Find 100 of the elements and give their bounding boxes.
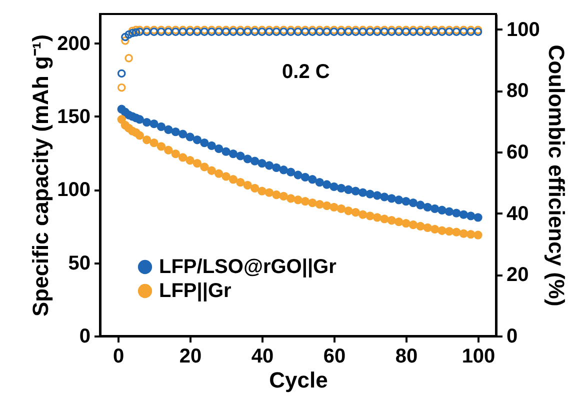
point xyxy=(444,207,454,216)
point xyxy=(459,210,468,219)
y2-tick-label: 0 xyxy=(506,326,518,348)
point xyxy=(358,188,368,197)
point xyxy=(466,212,476,220)
point xyxy=(315,200,324,209)
point xyxy=(264,161,274,170)
point xyxy=(416,222,425,231)
x-tick-label: 60 xyxy=(323,346,346,368)
point xyxy=(394,196,404,204)
point xyxy=(178,130,188,138)
point xyxy=(250,156,260,166)
point xyxy=(192,158,202,168)
point xyxy=(336,204,346,213)
point xyxy=(117,83,126,92)
x-tick-label: 40 xyxy=(251,346,274,368)
point xyxy=(330,202,338,212)
y2-axis-title: Coulombic efficiency (%) xyxy=(544,44,569,306)
y-tick-label: 50 xyxy=(68,252,90,274)
y2-tick-label: 40 xyxy=(506,202,529,225)
point xyxy=(351,208,360,217)
point xyxy=(150,138,158,148)
point xyxy=(474,213,482,222)
point xyxy=(214,144,224,153)
legend-label: LFP/LSO@rGO||Gr xyxy=(159,256,337,278)
point xyxy=(416,200,425,210)
point xyxy=(315,178,324,187)
point xyxy=(444,227,454,236)
point xyxy=(128,28,137,38)
point xyxy=(135,131,144,140)
point xyxy=(286,194,296,203)
y-axis-title: Specific capacity (mAh g⁻¹) xyxy=(28,34,54,317)
point xyxy=(214,169,224,178)
point xyxy=(192,136,202,144)
point xyxy=(366,212,374,220)
point xyxy=(372,213,382,222)
point xyxy=(438,206,446,214)
y-tick-label: 100 xyxy=(57,179,90,202)
point xyxy=(200,162,209,172)
point xyxy=(351,186,360,196)
point xyxy=(423,202,432,212)
point xyxy=(258,186,266,196)
point xyxy=(372,191,382,200)
point xyxy=(272,190,281,200)
point xyxy=(171,128,180,136)
point xyxy=(132,28,140,37)
y2-tick-label: 60 xyxy=(506,142,529,164)
point xyxy=(294,196,302,204)
point xyxy=(142,136,152,144)
annotation: 0.2 C xyxy=(282,60,330,83)
point xyxy=(124,54,133,62)
point xyxy=(322,180,332,189)
point xyxy=(156,122,166,132)
point xyxy=(243,180,252,190)
x-tick-label: 100 xyxy=(462,346,496,368)
point xyxy=(228,149,238,158)
point xyxy=(186,156,194,165)
point xyxy=(336,184,346,192)
point xyxy=(236,152,245,160)
point xyxy=(121,32,130,42)
point xyxy=(222,147,230,156)
point xyxy=(394,218,404,226)
point xyxy=(186,132,194,142)
y2-tick-label: 100 xyxy=(506,18,540,41)
point xyxy=(300,197,310,206)
point xyxy=(264,188,274,197)
point xyxy=(207,141,216,150)
point xyxy=(164,146,173,154)
point xyxy=(250,184,260,192)
point xyxy=(459,229,468,238)
point xyxy=(207,166,216,175)
point xyxy=(178,153,188,162)
point xyxy=(171,149,180,158)
point xyxy=(430,224,440,234)
point xyxy=(279,192,288,201)
point xyxy=(258,158,266,168)
point xyxy=(236,178,245,187)
point xyxy=(474,230,482,240)
point xyxy=(344,206,353,216)
point xyxy=(308,198,317,208)
point xyxy=(408,198,418,208)
point xyxy=(243,154,252,164)
y2-tick-label: 20 xyxy=(506,264,529,286)
point xyxy=(156,142,166,151)
legend-label: LFP||Gr xyxy=(159,280,232,302)
point xyxy=(466,230,476,239)
point xyxy=(322,201,332,210)
point xyxy=(286,168,296,176)
point xyxy=(164,125,173,134)
point xyxy=(430,204,440,213)
point xyxy=(142,118,152,127)
point xyxy=(124,30,133,39)
y-tick-label: 0 xyxy=(79,326,90,348)
x-tick-label: 20 xyxy=(179,346,202,368)
x-tick-label: 0 xyxy=(112,346,124,368)
point xyxy=(402,218,410,228)
point xyxy=(380,192,389,202)
y2-tick-label: 80 xyxy=(506,80,529,102)
point xyxy=(272,163,281,172)
point xyxy=(438,226,446,235)
